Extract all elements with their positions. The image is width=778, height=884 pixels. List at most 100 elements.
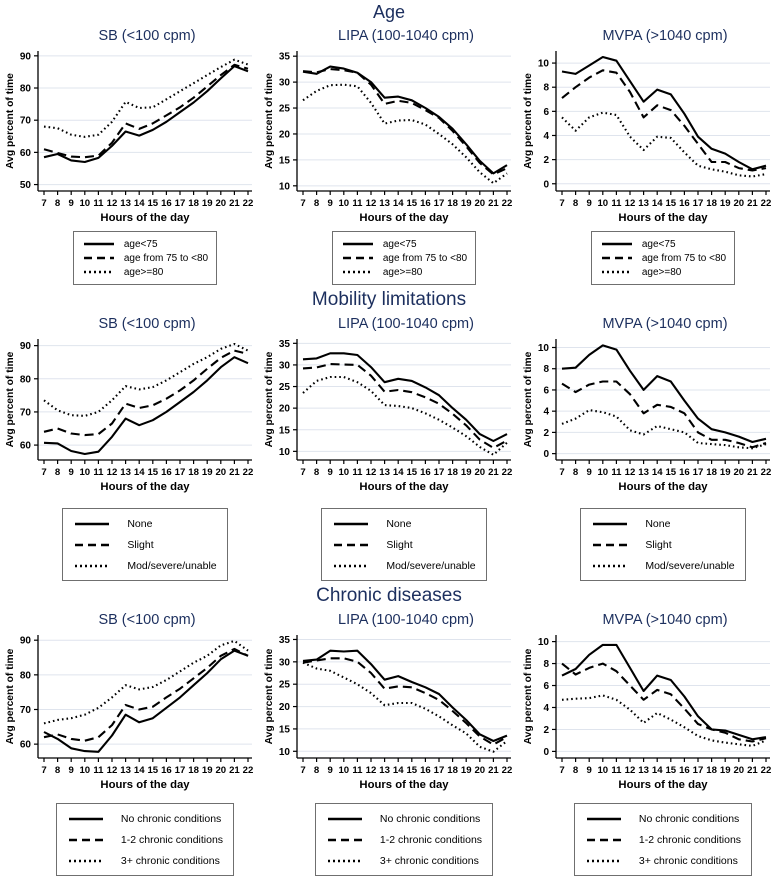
legend-label: None xyxy=(127,517,153,530)
y-tick-label: 25 xyxy=(279,382,291,393)
legend-label: age>=80 xyxy=(123,266,164,278)
x-tick-label: 20 xyxy=(215,765,226,776)
x-tick-label: 21 xyxy=(747,467,758,478)
chart-block: MVPA (>1040 cpm) 0 2 4 6 8 10 7 8 9 10 11 12 13 14 15 16… xyxy=(520,609,776,876)
series-line-dotted xyxy=(561,409,767,450)
x-tick-label: 21 xyxy=(229,467,240,478)
x-axis-label: Hours of the day xyxy=(618,779,708,791)
x-tick-label: 7 xyxy=(559,467,564,478)
x-tick-label: 17 xyxy=(175,198,186,209)
legend-box: None Slight Mod/severe/unable xyxy=(321,508,487,581)
legend-line-sample-dashed xyxy=(586,838,621,841)
legend-line-sample-dashed xyxy=(83,256,114,260)
legend-box: No chronic conditions 1-2 chronic conditi… xyxy=(573,803,753,876)
y-tick-label: 30 xyxy=(279,360,291,371)
x-tick-label: 11 xyxy=(93,467,104,478)
x-tick-label: 12 xyxy=(107,198,118,209)
x-tick-label: 18 xyxy=(188,467,199,478)
series-line-solid xyxy=(43,649,249,753)
legend-line-sample-dotted xyxy=(593,564,628,567)
x-tick-label: 20 xyxy=(474,467,485,478)
legend-box: None Slight Mod/severe/unable xyxy=(580,508,746,581)
x-tick-label: 22 xyxy=(502,765,513,776)
subplot-title: LIPA (100-1040 cpm) xyxy=(338,316,474,332)
x-tick-label: 18 xyxy=(706,198,717,209)
series-line-dashed xyxy=(43,647,249,742)
x-tick-label: 13 xyxy=(379,198,390,209)
x-tick-label: 16 xyxy=(679,198,690,209)
x-tick-label: 8 xyxy=(55,765,61,776)
y-tick-label: 20 xyxy=(279,702,291,713)
legend-label: 3+ chronic conditions xyxy=(379,854,479,867)
x-tick-label: 15 xyxy=(147,198,158,209)
x-tick-label: 12 xyxy=(366,467,377,478)
series-line-dashed xyxy=(302,68,508,176)
chart-block: LIPA (100-1040 cpm) 10 15 20 25 30 35 7 8 9 10 11 12… xyxy=(261,25,517,285)
x-tick-label: 9 xyxy=(587,765,592,776)
legend-item: None xyxy=(332,513,475,534)
y-axis-label: Avg percent of time xyxy=(5,73,16,169)
legend-item: age>=80 xyxy=(341,265,467,279)
y-axis-label: Avg percent of time xyxy=(264,73,275,169)
x-tick-label: 8 xyxy=(573,467,579,478)
y-tick-label: 10 xyxy=(279,447,291,458)
legend-line-sample-solid xyxy=(334,522,369,525)
y-tick-label: 25 xyxy=(279,104,291,115)
y-tick-label: 15 xyxy=(279,724,291,735)
series-line-dotted xyxy=(43,342,249,417)
legend-box: age<75 age from 75 to <80 age>=80 xyxy=(590,231,736,285)
y-tick-label: 70 xyxy=(20,407,32,418)
legend-wrap: None Slight Mod/severe/unable xyxy=(261,508,517,581)
y-tick-label: 8 xyxy=(543,364,549,375)
x-tick-label: 14 xyxy=(134,765,145,776)
series-line-solid xyxy=(302,65,508,175)
legend-item: age>=80 xyxy=(600,265,726,279)
x-tick-label: 13 xyxy=(379,765,390,776)
legend-label: Slight xyxy=(127,538,154,551)
x-tick-label: 20 xyxy=(215,467,226,478)
x-tick-label: 16 xyxy=(679,467,690,478)
x-tick-label: 11 xyxy=(611,467,622,478)
x-tick-label: 14 xyxy=(134,467,145,478)
x-tick-label: 9 xyxy=(328,765,333,776)
section-age: Age SB (<100 cpm) 50 60 70 80 90 7 8 9 10 11 12 13 14… xyxy=(0,0,778,285)
legend-wrap: age<75 age from 75 to <80 age>=80 xyxy=(2,231,258,285)
legend-line-sample-dotted xyxy=(68,859,103,862)
y-axis-label: Avg percent of time xyxy=(5,648,16,744)
x-tick-label: 18 xyxy=(188,765,199,776)
charts-row-age: SB (<100 cpm) 50 60 70 80 90 7 8 9 10 11 12 13 14 15 16… xyxy=(0,25,778,285)
y-tick-label: 4 xyxy=(543,131,549,142)
x-tick-label: 10 xyxy=(338,198,349,209)
x-tick-label: 17 xyxy=(434,765,445,776)
x-tick-label: 8 xyxy=(314,198,320,209)
subplot-title: MVPA (>1040 cpm) xyxy=(602,28,728,44)
y-tick-label: 70 xyxy=(20,116,32,127)
section-title-mobility: Mobility limitations xyxy=(311,289,467,310)
x-tick-label: 20 xyxy=(733,467,744,478)
x-tick-label: 20 xyxy=(215,198,226,209)
section-mobility: Mobility limitations SB (<100 cpm) 60 70 80… xyxy=(0,285,778,581)
y-tick-label: 90 xyxy=(20,51,32,62)
x-tick-label: 7 xyxy=(41,467,46,478)
series-line-dashed xyxy=(43,63,249,159)
chart-block: LIPA (100-1040 cpm) 10 15 20 25 30 35 7 8 9 10 11 12… xyxy=(261,313,517,581)
x-tick-label: 14 xyxy=(134,198,145,209)
x-tick-label: 14 xyxy=(652,198,663,209)
y-tick-label: 25 xyxy=(279,680,291,691)
legend-item: age<75 xyxy=(600,237,726,251)
x-tick-label: 16 xyxy=(679,765,690,776)
x-tick-label: 13 xyxy=(120,765,131,776)
y-tick-label: 30 xyxy=(279,78,291,89)
legend-line-sample-dashed xyxy=(342,256,373,260)
legend-line-sample-solid xyxy=(342,242,373,246)
x-tick-label: 15 xyxy=(147,467,158,478)
legend-wrap: age<75 age from 75 to <80 age>=80 xyxy=(520,231,776,285)
legend-label: 1-2 chronic conditions xyxy=(379,833,483,846)
x-tick-label: 9 xyxy=(328,198,333,209)
legend-item: None xyxy=(591,513,734,534)
x-tick-label: 14 xyxy=(652,765,663,776)
x-tick-label: 21 xyxy=(488,467,499,478)
legend-item: None xyxy=(73,513,216,534)
